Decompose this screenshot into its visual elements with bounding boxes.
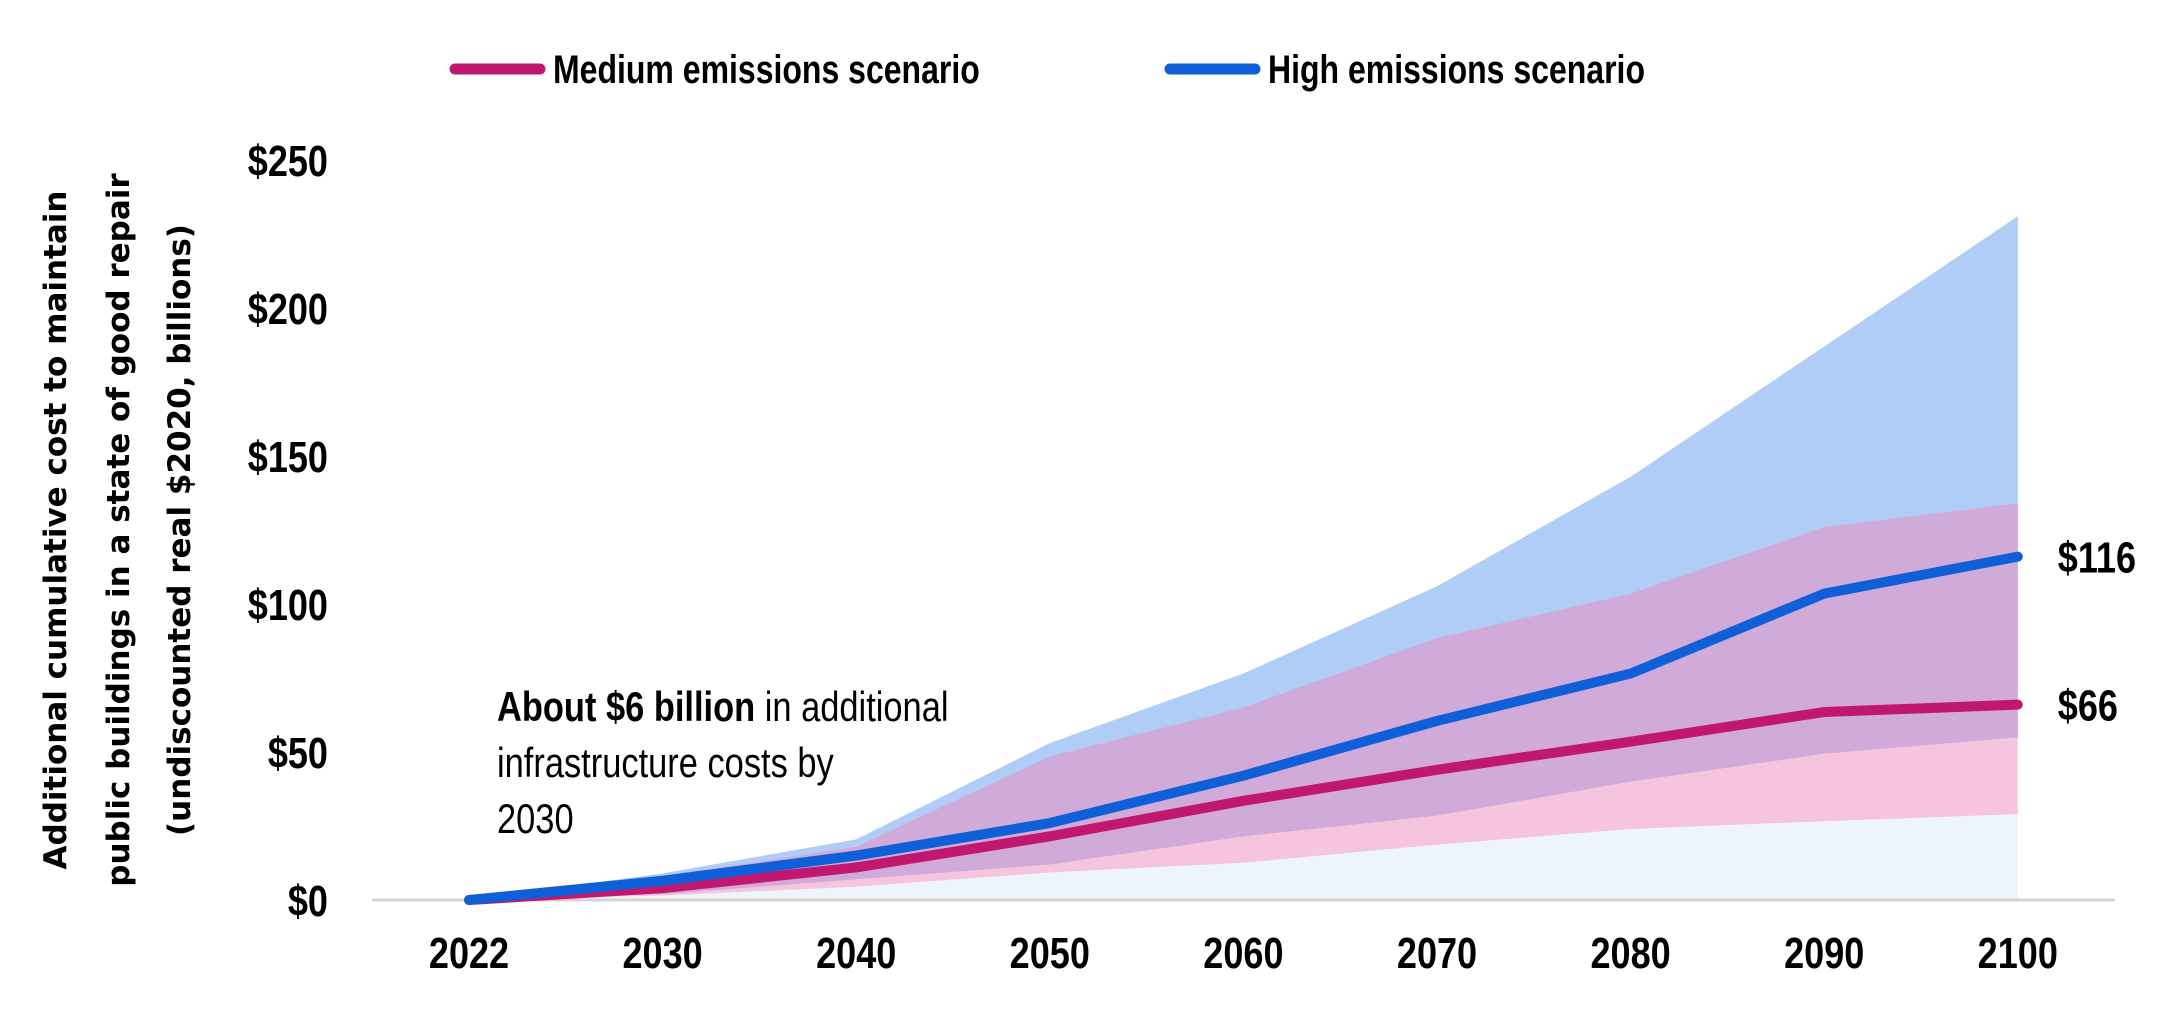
annotation-rest: in additional (755, 684, 948, 731)
y-tick-label: $250 (248, 137, 328, 186)
legend: Medium emissions scenario High emissions… (449, 47, 1645, 92)
annotation-bold: About $6 billion (497, 684, 755, 731)
y-tick-label: $200 (248, 285, 328, 334)
x-tick-label: 2022 (429, 929, 509, 978)
x-tick-label: 2070 (1397, 929, 1477, 978)
x-tick-label: 2090 (1784, 929, 1864, 978)
x-tick-label: 2060 (1203, 929, 1283, 978)
tick-labels: $66 $116 $0 $50 $100 $150 $200 $250 2022 2030 2040… (248, 137, 2136, 978)
x-tick-label: 2080 (1590, 929, 1670, 978)
annotation: About $6 billion in additional infrastru… (497, 684, 949, 843)
y-tick-label: $0 (288, 877, 328, 926)
annotation-line-1: About $6 billion in additional (497, 684, 949, 731)
y-tick-label: $50 (268, 729, 328, 778)
legend-label-medium: Medium emissions scenario (553, 47, 980, 92)
annotation-line-2: infrastructure costs by (497, 740, 834, 787)
high-end-label: $116 (2058, 533, 2136, 582)
y-axis-title-line-2: public buildings in a state of good repa… (101, 173, 137, 887)
medium-end-label: $66 (2058, 681, 2118, 730)
annotation-line-3: 2030 (497, 796, 574, 843)
series-lines (464, 551, 2023, 905)
x-tick-label: 2040 (816, 929, 896, 978)
legend-label-high: High emissions scenario (1268, 47, 1645, 92)
band-overlap-area (469, 503, 2018, 900)
y-axis-title-line-1: Additional cumulative cost to maintain (38, 191, 74, 870)
x-tick-label: 2050 (1010, 929, 1090, 978)
band-areas (469, 216, 2018, 901)
y-tick-label: $150 (248, 433, 328, 482)
y-axis-title: Additional cumulative cost to maintain p… (38, 173, 198, 887)
y-axis-title-line-3: (undiscounted real $2020, billions) (162, 224, 198, 836)
x-tick-label: 2030 (622, 929, 702, 978)
base-area (469, 814, 2018, 900)
y-tick-label: $100 (248, 581, 328, 630)
x-tick-label: 2100 (1978, 929, 2058, 978)
